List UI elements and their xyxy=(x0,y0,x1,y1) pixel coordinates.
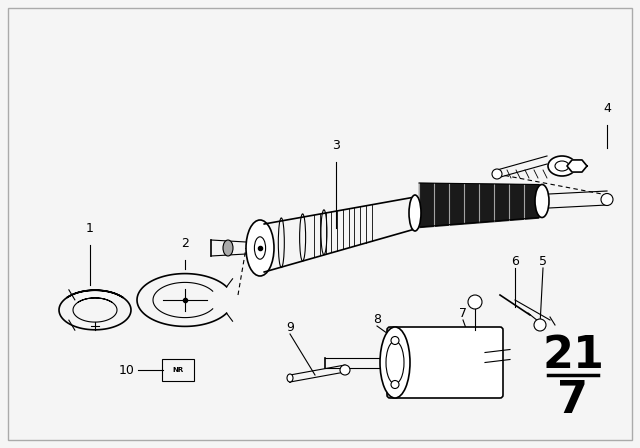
Ellipse shape xyxy=(492,169,502,179)
Circle shape xyxy=(391,336,399,345)
Text: 1: 1 xyxy=(86,221,94,234)
Text: 7: 7 xyxy=(557,379,589,422)
Ellipse shape xyxy=(287,374,293,382)
Ellipse shape xyxy=(601,194,613,206)
Ellipse shape xyxy=(409,195,421,231)
Text: 21: 21 xyxy=(542,333,604,376)
Ellipse shape xyxy=(380,327,410,398)
Text: NR: NR xyxy=(172,367,184,373)
Text: 7: 7 xyxy=(459,306,467,319)
Ellipse shape xyxy=(535,185,549,217)
Text: 2: 2 xyxy=(181,237,189,250)
Text: 3: 3 xyxy=(332,138,340,151)
Ellipse shape xyxy=(246,220,274,276)
FancyBboxPatch shape xyxy=(387,327,503,398)
Text: 10: 10 xyxy=(119,363,135,376)
Circle shape xyxy=(468,295,482,309)
Text: 9: 9 xyxy=(286,320,294,333)
Text: 5: 5 xyxy=(539,254,547,267)
Circle shape xyxy=(391,380,399,388)
Ellipse shape xyxy=(548,156,576,176)
Text: 6: 6 xyxy=(511,254,519,267)
Polygon shape xyxy=(567,160,587,172)
Ellipse shape xyxy=(340,365,350,375)
Ellipse shape xyxy=(223,240,233,256)
Text: 4: 4 xyxy=(603,102,611,115)
Circle shape xyxy=(534,319,546,331)
Text: 8: 8 xyxy=(373,313,381,326)
